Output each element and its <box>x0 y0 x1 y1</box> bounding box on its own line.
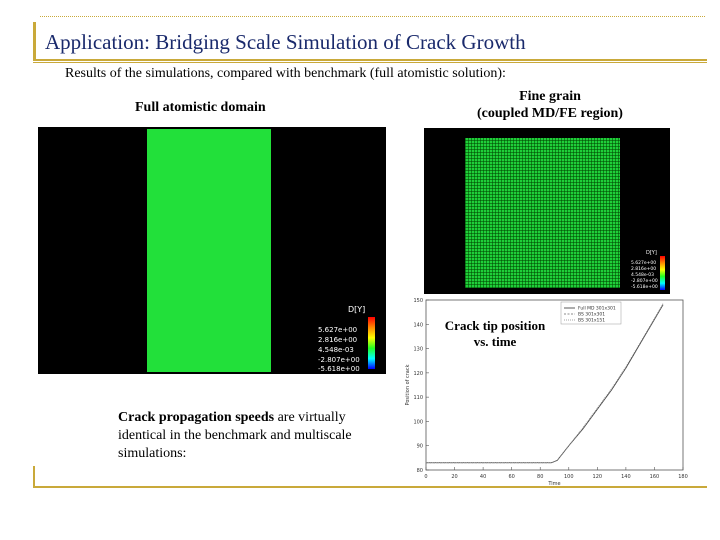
x-axis-label: Time <box>547 481 560 486</box>
x-tick-label: 80 <box>537 474 543 480</box>
title-accent-bar <box>33 22 36 60</box>
y-tick-label: 120 <box>413 371 423 377</box>
top-dotted-rule <box>40 16 705 17</box>
crack-tip-chart: 0 20 40 60 80 100 120 140 160 180 80 90 100 110 120 130… <box>401 296 691 486</box>
legend-box <box>560 301 622 325</box>
right-colorbar-tick: -2.807e+00 <box>631 279 658 284</box>
x-tick-label: 160 <box>650 474 660 480</box>
right-colorbar-tick: 5.627e+00 <box>631 261 657 266</box>
speed-note-bold: Crack propagation speeds <box>118 410 275 425</box>
right-colorbar-title: D[Y] <box>646 250 657 256</box>
chart-caption: Crack tip position vs. time <box>440 318 550 350</box>
left-colorbar-tick: -5.618e+00 <box>318 365 360 373</box>
right-panel-label: Fine grain (coupled MD/FE region) <box>455 88 645 122</box>
y-tick-label: 150 <box>413 298 423 304</box>
left-colorbar-tick: 2.816e+00 <box>318 336 358 344</box>
bottom-accent-bar <box>33 466 35 488</box>
right-colorbar <box>660 256 665 290</box>
series-line <box>426 304 664 464</box>
bottom-rule <box>33 486 707 488</box>
chart-plot-area <box>425 299 684 471</box>
y-tick-label: 110 <box>413 395 423 401</box>
fine-grain-grid <box>465 138 620 288</box>
y-tick-label: 90 <box>417 444 423 450</box>
right-panel-label-line1: Fine grain <box>519 89 581 104</box>
y-tick-label: 80 <box>417 468 423 474</box>
legend-entry: BS 301x301 <box>578 312 605 318</box>
x-tick-label: 60 <box>508 474 514 480</box>
title-underline-thin <box>33 62 707 63</box>
left-colorbar-tick: 4.548e-03 <box>318 346 354 354</box>
right-colorbar-tick: -5.618e+00 <box>631 285 658 290</box>
right-colorbar-tick: 2.816e+00 <box>631 267 657 272</box>
speed-note: Crack propagation speeds are virtually i… <box>118 409 388 463</box>
x-tick-label: 100 <box>564 474 574 480</box>
left-colorbar-title: D[Y] <box>348 305 366 314</box>
x-tick-label: 180 <box>678 474 688 480</box>
y-tick-label: 130 <box>413 347 423 353</box>
right-panel-label-line2: (coupled MD/FE region) <box>477 106 623 121</box>
x-tick-label: 40 <box>480 474 486 480</box>
title-underline <box>33 59 707 61</box>
speed-note-rest: are virtually identical in the benchmark… <box>118 410 352 461</box>
y-tick-label: 140 <box>413 322 423 328</box>
chart-caption-line1: Crack tip position <box>444 318 546 333</box>
full-atomistic-image: D[Y] 5.627e+00 2.816e+00 4.548e-03 -2.80… <box>38 127 386 374</box>
x-tick-label: 140 <box>621 474 631 480</box>
left-colorbar-tick: 5.627e+00 <box>318 326 358 334</box>
right-colorbar-tick: 4.548e-03 <box>631 273 655 278</box>
x-tick-label: 0 <box>424 474 427 480</box>
fine-grain-image: D[Y] 5.627e+00 2.816e+00 4.548e-03 -2.80… <box>424 128 670 294</box>
slide-subtitle: Results of the simulations, compared wit… <box>65 66 506 81</box>
x-tick-label: 120 <box>593 474 603 480</box>
legend-entry: BS 301x151 <box>578 318 605 324</box>
slide-title: Application: Bridging Scale Simulation o… <box>45 30 526 54</box>
y-axis-label: Position of crack <box>405 364 411 405</box>
left-colorbar-tick: -2.807e+00 <box>318 356 360 364</box>
y-tick-label: 100 <box>413 419 423 425</box>
legend-entry: Full MD 301x301 <box>578 306 616 312</box>
x-tick-label: 20 <box>451 474 457 480</box>
left-panel-label: Full atomistic domain <box>135 100 266 115</box>
chart-caption-line2: vs. time <box>473 334 517 349</box>
left-colorbar <box>368 317 375 369</box>
atomistic-domain-strip <box>147 129 271 372</box>
